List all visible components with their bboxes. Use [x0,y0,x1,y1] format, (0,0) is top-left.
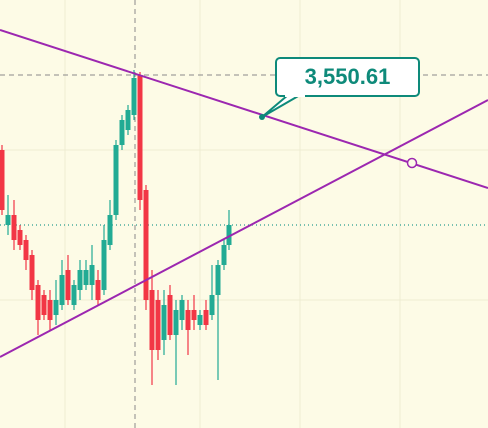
candle-body [161,305,167,340]
candle-body [179,300,185,320]
callout-box[interactable] [275,57,420,97]
candle-body [119,120,125,145]
candle-body [11,215,17,240]
candle-body [125,110,131,130]
candle-body [221,245,227,265]
candle-body [35,285,41,320]
candle-body [203,310,209,325]
candle-body [113,145,119,215]
candle-body [137,75,143,200]
callout-label: 3,550.61 [305,64,391,89]
candle-body [59,275,65,305]
anchor-point[interactable] [406,157,418,169]
candle-body [197,315,203,325]
candle-body [173,310,179,335]
candle-body [17,230,23,245]
candle-body [149,290,155,350]
candle-body [71,285,77,305]
candle-body [89,265,95,285]
candle-body [143,190,149,300]
candle-body [155,300,161,350]
candle-body [215,265,221,295]
candle-body [107,215,113,245]
candle-body [47,300,53,320]
candle-body [209,295,215,315]
candle-body [185,310,191,330]
candle-body [226,225,232,245]
candle-body [41,295,47,315]
candle-body [167,295,173,335]
candles [0,70,232,385]
callout-joint [285,92,305,97]
candle-body [131,78,137,115]
candle-body [191,310,197,320]
candle-body [0,150,5,210]
trend-line [0,99,488,358]
candle-body [101,240,107,290]
candle-body [95,280,101,300]
trend-line [0,29,488,189]
candle-body [29,255,35,290]
candle-body [23,240,29,260]
candle-body [65,270,71,300]
candle-body [5,215,11,225]
candle-body [53,300,59,315]
candle-body [77,270,83,290]
candle-body [83,270,89,285]
